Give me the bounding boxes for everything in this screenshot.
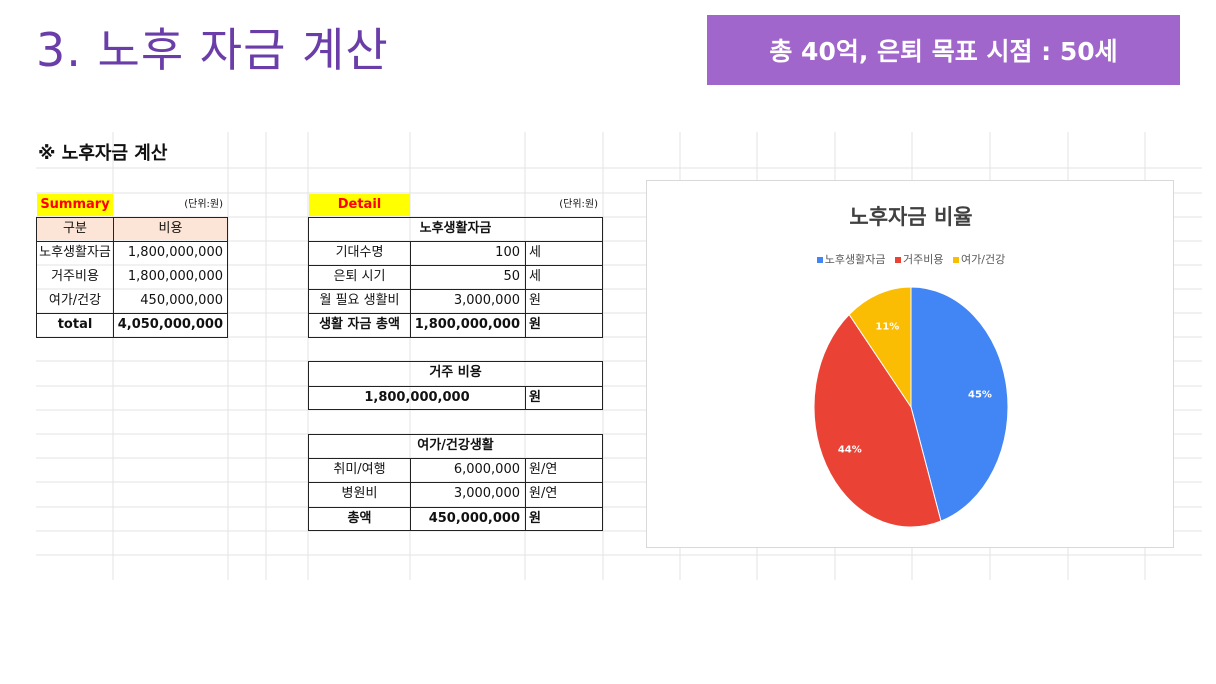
summary-unit: (단위:원): [184, 199, 223, 210]
living-total-name: 생활 자금 총액: [319, 317, 400, 332]
summary-total-name: total: [57, 317, 93, 332]
living-row-unit: 세: [529, 269, 541, 284]
housing-unit: 원: [529, 390, 541, 405]
pie-chart-panel[interactable]: 노후자금 비율 노후생활자금 거주비용 여가/건강 45% 44% 11%: [646, 180, 1174, 548]
summary-row-name: 거주비용: [51, 269, 99, 284]
leisure-row-value: 3,000,000: [453, 486, 520, 501]
leisure-row-name: 취미/여행: [333, 462, 386, 477]
leisure-total-unit: 원: [529, 511, 541, 526]
legend-swatch: [895, 257, 902, 263]
summary-row-value: 450,000,000: [140, 293, 223, 308]
leisure-row-value: 6,000,000: [453, 462, 520, 477]
leisure-row-unit: 원/연: [529, 462, 558, 477]
summary-header-cost: 비용: [114, 218, 227, 240]
chart-title: 노후자금 비율: [849, 205, 973, 229]
leisure-title: 여가/건강생활: [417, 438, 494, 453]
pie-slice[interactable]: [848, 286, 912, 409]
living-total-value: 1,800,000,000: [414, 317, 520, 332]
pie-data-label: 44%: [838, 445, 862, 456]
housing-title: 거주 비용: [429, 365, 482, 380]
slide-title: 3. 노후 자금 계산: [36, 23, 389, 77]
leisure-total-name: 총액: [347, 511, 372, 526]
summary-row-name: 여가/건강: [48, 293, 102, 308]
pie-data-label: 11%: [875, 322, 899, 333]
summary-header-category: 구분: [37, 218, 113, 240]
legend-label: 거주비용: [903, 253, 944, 266]
summary-label: Summary: [37, 194, 113, 216]
summary-row-name: 노후생활자금: [39, 245, 111, 260]
pie-slice[interactable]: [910, 286, 1009, 522]
leisure-row-name: 병원비: [341, 486, 378, 501]
legend-label: 여가/건강: [961, 253, 1006, 266]
living-row-value: 100: [495, 245, 520, 260]
sheet-heading: ※ 노후자금 계산: [38, 143, 168, 164]
leisure-total-value: 450,000,000: [428, 511, 520, 526]
leisure-row-unit: 원/연: [529, 486, 558, 501]
living-total-unit: 원: [529, 317, 541, 332]
pie-plot-area: 45% 44% 11%: [813, 286, 1009, 528]
goal-banner: 총 40억, 은퇴 목표 시점 : 50세: [707, 15, 1180, 85]
living-row-unit: 세: [529, 245, 541, 260]
summary-row-value: 1,800,000,000: [127, 269, 223, 284]
legend-item: 노후생활자금: [816, 251, 886, 267]
legend-swatch: [953, 257, 960, 263]
living-row-name: 월 필요 생활비: [319, 293, 400, 308]
living-row-unit: 원: [529, 293, 541, 308]
summary-total-value: 4,050,000,000: [117, 317, 223, 332]
legend-item: 여가/건강: [953, 251, 1005, 267]
living-row-value: 50: [503, 269, 520, 284]
housing-value: 1,800,000,000: [364, 390, 470, 405]
legend-swatch: [816, 257, 823, 263]
chart-legend: 노후생활자금 거주비용 여가/건강: [647, 251, 1175, 267]
detail-unit: (단위:원): [559, 199, 598, 210]
detail-label: Detail: [309, 194, 410, 216]
living-row-name: 은퇴 시기: [333, 269, 386, 284]
living-row-value: 3,000,000: [453, 293, 520, 308]
summary-row-value: 1,800,000,000: [127, 245, 223, 260]
legend-label: 노후생활자금: [824, 253, 886, 266]
pie-slice[interactable]: [813, 313, 942, 528]
pie-data-label: 45%: [968, 389, 992, 400]
legend-item: 거주비용: [895, 251, 944, 267]
living-row-name: 기대수명: [335, 245, 384, 260]
living-title: 노후생활자금: [419, 221, 492, 236]
